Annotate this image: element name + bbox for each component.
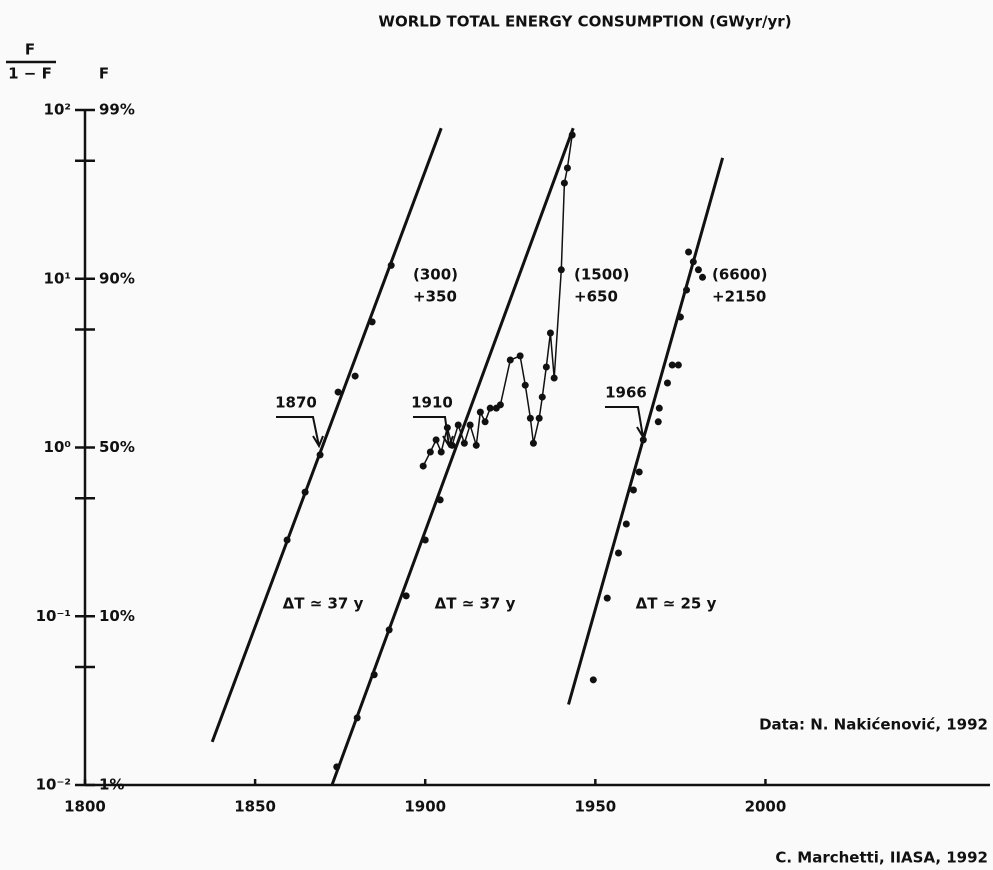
credit: Data: N. Nakićenović, 1992 [759,716,988,734]
annotation: 1910 [411,394,453,412]
x-tick-label: 2000 [745,798,787,816]
data-point [368,318,376,326]
data-point [689,258,697,266]
data-point [486,404,494,412]
data-point [316,451,324,459]
data-point [676,313,684,321]
data-point [629,486,637,494]
data-point [538,393,546,401]
annotation: (6600) [712,266,767,284]
data-point [694,266,702,274]
data-point [419,462,427,470]
fit-line [210,127,443,743]
data-point [436,496,444,504]
annotation: ΔT ≃ 25 y [636,595,717,613]
data-point [385,626,393,634]
f-tick-label: 90% [99,269,135,287]
f-label: F [99,65,109,83]
data-point [550,374,558,382]
data-point [683,286,691,294]
data-point [699,273,707,281]
fit-line [567,157,725,705]
x-tick-label: 1900 [404,798,446,816]
data-point [542,363,550,371]
f-tick-label: 10% [99,607,135,625]
data-point [535,414,543,422]
annotation: +350 [413,288,457,306]
arrow [605,406,648,440]
data-point [481,418,489,426]
data-point [333,763,341,771]
data-point [516,352,524,360]
y-tick-label: 10¹ [44,269,71,287]
data-point [614,549,622,557]
data-point [506,356,514,364]
x-tick-label: 1950 [574,798,616,816]
data-point [655,404,663,412]
fit-line [330,127,575,786]
data-point [529,439,537,447]
credit: C. Marchetti, IIASA, 1992 [775,849,988,867]
data-point [546,329,554,337]
f-tick-label: 1% [99,776,124,794]
data-point [432,436,440,444]
annotation: (1500) [574,266,629,284]
data-point [639,436,647,444]
y-tick-label: 10⁰ [44,438,71,456]
data-point [560,179,568,187]
data-point [421,536,429,544]
data-point [654,418,662,426]
x-tick-label: 1800 [64,798,106,816]
x-tick-label: 1850 [234,798,276,816]
data-point [521,381,529,389]
data-point [351,372,359,380]
data-point [685,248,693,256]
y-tick-label: 10⁻² [36,776,71,794]
data-point [402,592,410,600]
data-point [283,536,291,544]
data-point [557,266,565,274]
data-point [472,441,480,449]
data-point [426,448,434,456]
y-label-denominator: 1 − F [8,65,52,83]
y-tick-label: 10⁻¹ [36,607,71,625]
data-point [437,448,445,456]
annotation: ΔT ≃ 37 y [283,595,364,613]
data-point [568,131,576,139]
data-point [563,164,571,172]
data-point [635,468,643,476]
y-label-numerator: F [25,41,35,59]
annotation: ΔT ≃ 37 y [435,595,516,613]
annotation: 1966 [605,384,647,402]
data-point [476,408,484,416]
annotation: +2150 [712,288,766,306]
f-tick-label: 50% [99,438,135,456]
data-point [526,414,534,422]
data-point [353,714,361,722]
annotation: 1870 [275,394,317,412]
data-point [460,439,468,447]
annotation: +650 [574,288,618,306]
data-point [668,361,676,369]
data-point [663,379,671,387]
data-point [301,488,309,496]
data-point [589,676,597,684]
arrow [276,416,324,449]
data-point [622,520,630,528]
data-point [454,421,462,429]
data-point [387,261,395,269]
data-point [370,671,378,679]
data-point [466,421,474,429]
data-point [443,424,451,432]
data-point [496,401,504,409]
data-point [448,441,456,449]
f-tick-label: 99% [99,101,135,119]
y-tick-label: 10² [44,101,71,119]
data-point [674,361,682,369]
data-point [334,388,342,396]
chart-title: WORLD TOTAL ENERGY CONSUMPTION (GWyr/yr) [378,13,791,31]
data-point [603,594,611,602]
annotation: (300) [413,266,458,284]
